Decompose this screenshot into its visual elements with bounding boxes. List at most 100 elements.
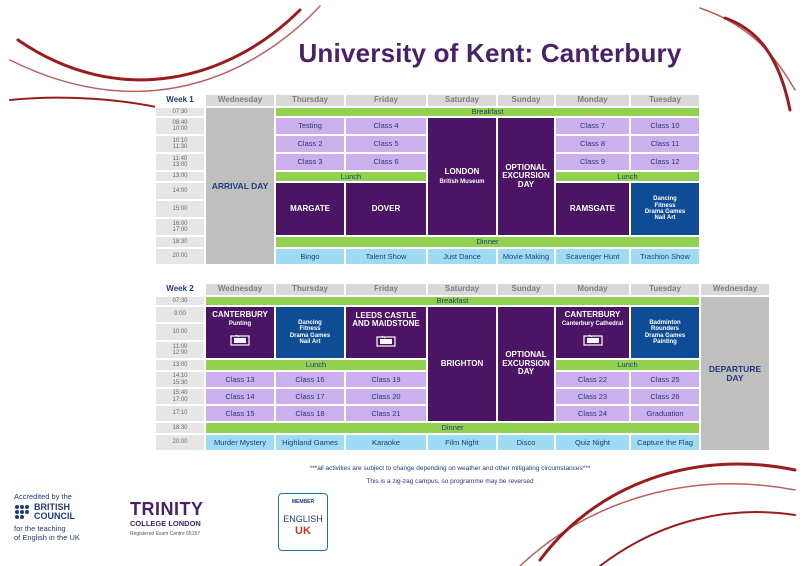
time-slot: 11:00 12:00 (155, 341, 205, 359)
day-header: Wednesday (700, 283, 770, 296)
excursion-leeds-castle: LEEDS CASTLE AND MAIDSTONE (345, 306, 427, 359)
dinner-bar: Dinner (205, 422, 700, 434)
class-cell: Class 8 (555, 135, 630, 153)
time-slot: 14:10 15:30 (155, 371, 205, 388)
class-cell: Testing (275, 117, 345, 135)
optional-excursion: OPTIONAL EXCURSION DAY (497, 306, 555, 422)
class-cell: Class 15 (205, 405, 275, 422)
day-header: Friday (345, 94, 427, 107)
time-slot: 16:00 17:00 (155, 218, 205, 236)
evening-activity: Scavenger Hunt (555, 248, 630, 265)
time-slot: 15:00 (155, 200, 205, 218)
lunch-bar: Lunch (205, 359, 427, 371)
time-slot: 08:40 10:00 (155, 117, 205, 135)
class-cell: Class 18 (275, 405, 345, 422)
class-cell: Class 10 (630, 117, 700, 135)
day-header: Wednesday (205, 283, 275, 296)
week-label: Week 2 (155, 283, 205, 296)
excursion-london: LONDON British Museum (427, 117, 497, 236)
class-cell: Class 11 (630, 135, 700, 153)
time-slot: 14:00 (155, 182, 205, 200)
class-cell: Graduation (630, 405, 700, 422)
excursion-brighton: BRIGHTON (427, 306, 497, 422)
time-slot: 10:00 (155, 323, 205, 341)
evening-activity: Karaoke (345, 434, 427, 451)
time-slot: 07:30 (155, 296, 205, 306)
evening-activity: Movie Making (497, 248, 555, 265)
evening-activity: Just Dance (427, 248, 497, 265)
class-cell: Class 14 (205, 388, 275, 405)
class-cell: Class 12 (630, 153, 700, 171)
time-slot: 20:00 (155, 248, 205, 265)
class-cell: Class 20 (345, 388, 427, 405)
day-header: Monday (555, 283, 630, 296)
evening-activity: Capture the Flag (630, 434, 700, 451)
arrival-day: ARRIVAL DAY (205, 107, 275, 265)
ticket-icon (582, 334, 603, 346)
day-header: Sunday (497, 94, 555, 107)
time-slot: 13:00 (155, 171, 205, 182)
time-slot: 9:00 (155, 306, 205, 323)
time-slot: 18:30 (155, 236, 205, 248)
day-header: Tuesday (630, 283, 700, 296)
page-title: University of Kent: Canterbury (298, 38, 682, 68)
excursion-ramsgate: RAMSGATE (555, 182, 630, 236)
class-cell: Class 2 (275, 135, 345, 153)
breakfast-bar: Breakfast (275, 107, 700, 117)
trinity-logo: TRINITY COLLEGE LONDON Registered Exam C… (130, 499, 204, 537)
lunch-bar: Lunch (555, 359, 700, 371)
excursion-canterbury-punting: CANTERBURY Punting (205, 306, 275, 359)
class-cell: Class 6 (345, 153, 427, 171)
day-header: Saturday (427, 94, 497, 107)
class-cell: Class 16 (275, 371, 345, 388)
day-header: Sunday (497, 283, 555, 296)
class-cell: Class 13 (205, 371, 275, 388)
class-cell: Class 25 (630, 371, 700, 388)
evening-activity: Talent Show (345, 248, 427, 265)
evening-activity: Disco (497, 434, 555, 451)
class-cell: Class 5 (345, 135, 427, 153)
class-cell: Class 26 (630, 388, 700, 405)
day-header: Tuesday (630, 94, 700, 107)
evening-activity: Highland Games (275, 434, 345, 451)
ticket-icon (376, 335, 396, 347)
day-header: Wednesday (205, 94, 275, 107)
departure-day: DEPARTURE DAY (700, 296, 770, 451)
evening-activity: Bingo (275, 248, 345, 265)
class-cell: Class 22 (555, 371, 630, 388)
excursion-margate: MARGATE (275, 182, 345, 236)
class-cell: Class 21 (345, 405, 427, 422)
day-header: Saturday (427, 283, 497, 296)
british-council-logo: Accredited by the BRITISH COUNCIL for th… (14, 492, 80, 542)
time-slot: 20:00 (155, 434, 205, 451)
time-slot: 13:00 (155, 359, 205, 371)
time-slot: 11:40 13:00 (155, 153, 205, 171)
class-cell: Class 4 (345, 117, 427, 135)
day-header: Monday (555, 94, 630, 107)
evening-activity: Murder Mystery (205, 434, 275, 451)
week-label: Week 1 (155, 94, 205, 107)
activity-block: Badminton Rounders Drama Games Painting (630, 306, 700, 359)
ticket-icon (230, 334, 250, 346)
british-council-dots-icon (15, 505, 29, 519)
zigzag-note: This is a zig-zag campus, so programme m… (366, 478, 534, 485)
activity-block: Dancing Fitness Drama Games Nail Art (630, 182, 700, 236)
time-slot: 18:30 (155, 422, 205, 434)
excursion-canterbury-cathedral: CANTERBURY Canterbury Cathedral (555, 306, 630, 359)
optional-excursion: OPTIONAL EXCURSION DAY (497, 117, 555, 236)
class-cell: Class 24 (555, 405, 630, 422)
time-slot: 17:10 (155, 405, 205, 422)
dinner-bar: Dinner (275, 236, 700, 248)
evening-activity: Quiz Night (555, 434, 630, 451)
evening-activity: Trashion Show (630, 248, 700, 265)
class-cell: Class 7 (555, 117, 630, 135)
class-cell: Class 17 (275, 388, 345, 405)
disclaimer-note: ***all activities are subject to change … (309, 465, 591, 472)
time-slot: 10:10 11:30 (155, 135, 205, 153)
lunch-bar: Lunch (555, 171, 700, 182)
day-header: Friday (345, 283, 427, 296)
day-header: Thursday (275, 94, 345, 107)
day-header: Thursday (275, 283, 345, 296)
lunch-bar: Lunch (275, 171, 427, 182)
week1-timetable: Week 1 Wednesday Thursday Friday Saturda… (155, 94, 700, 271)
